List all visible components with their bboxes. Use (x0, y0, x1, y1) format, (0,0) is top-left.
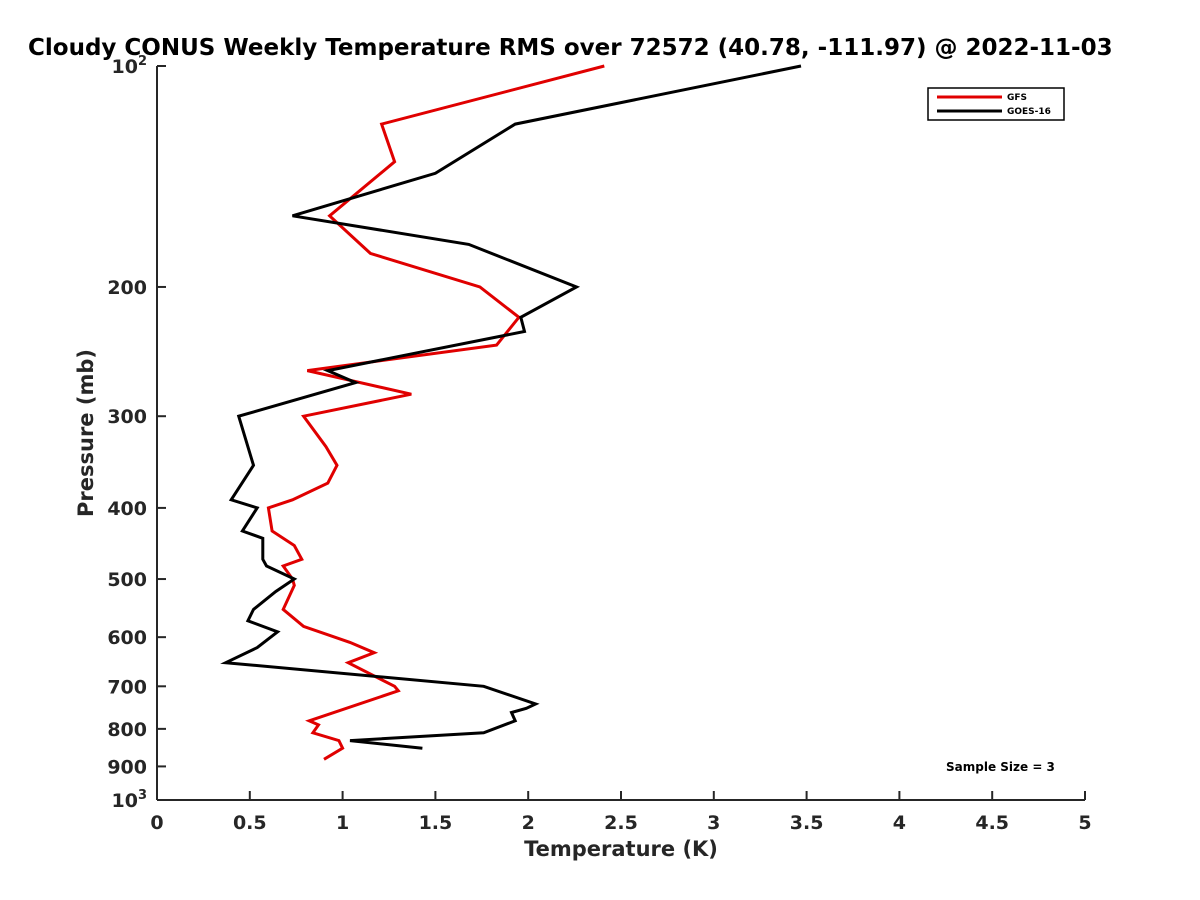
series-lines (220, 64, 802, 761)
legend-label-goes16: GOES-16 (1007, 107, 1051, 117)
x-tick-label: 1 (336, 812, 349, 834)
x-axis-label: Temperature (K) (524, 837, 718, 861)
x-tick-label: 5 (1078, 812, 1091, 834)
y-tick-label: 300 (107, 406, 147, 428)
plot-area: 0 0.5 1 1.5 2 2.5 3 3.5 4 4.5 5 102 200 300 400 500 600… (107, 54, 1091, 834)
legend-label-gfs: GFS (1007, 93, 1027, 103)
sample-size-annotation: Sample Size = 3 (946, 760, 1055, 774)
y-tick-label: 102 (112, 54, 148, 78)
x-tick-label: 4.5 (975, 812, 1009, 834)
y-axis-label: Pressure (mb) (74, 349, 98, 517)
y-tick-label: 900 (107, 756, 147, 778)
x-tick-label: 3 (707, 812, 720, 834)
y-ticks: 102 200 300 400 500 600 700 800 900 103 (107, 54, 166, 812)
x-tick-label: 1.5 (419, 812, 453, 834)
series-line-goes16 (220, 64, 802, 750)
x-tick-label: 3.5 (790, 812, 824, 834)
chart-title: Cloudy CONUS Weekly Temperature RMS over… (28, 35, 1113, 61)
y-tick-label: 500 (107, 569, 147, 591)
y-tick-label: 400 (107, 498, 147, 520)
y-tick-label: 200 (107, 277, 147, 299)
y-tick-label: 103 (112, 788, 148, 812)
y-tick-label: 800 (107, 719, 147, 741)
y-tick-label: 600 (107, 627, 147, 649)
x-tick-label: 0 (150, 812, 163, 834)
legend-box (927, 87, 1065, 121)
y-tick-label: 700 (107, 676, 147, 698)
x-tick-label: 2 (522, 812, 535, 834)
x-tick-label: 4 (893, 812, 906, 834)
series-line-gfs (266, 64, 605, 761)
x-ticks: 0 0.5 1 1.5 2 2.5 3 3.5 4 4.5 5 (150, 791, 1092, 834)
x-tick-label: 2.5 (604, 812, 638, 834)
legend: GFS GOES-16 (927, 87, 1065, 121)
x-tick-label: 0.5 (233, 812, 267, 834)
